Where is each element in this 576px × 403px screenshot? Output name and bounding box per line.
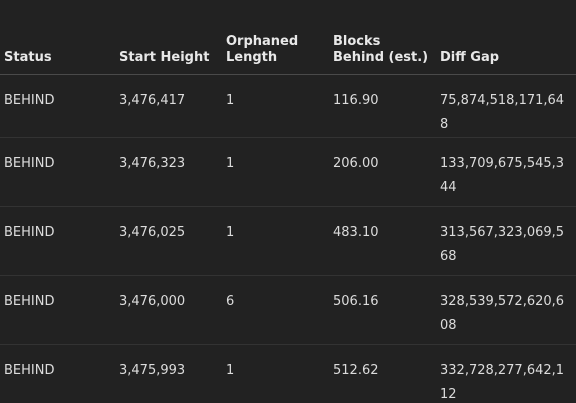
diff-gap-cell: 328,539,572,620,608 [436,275,576,345]
diff-gap-cell: 133,709,675,545,344 [436,137,576,207]
column-header-orphaned-length: Orphaned Length [222,0,329,75]
orphaned-length-cell: 1 [222,74,329,138]
start-height-cell: 3,476,417 [115,74,222,138]
blocks-behind-cell: 512.62 [333,362,379,378]
status-cell: BEHIND [0,137,115,207]
start-height-cell: 3,476,000 [115,275,222,345]
header-row: Status Start Height Orphaned Length Bloc… [0,0,576,75]
status-cell: BEHIND [0,74,115,138]
orphaned-length-cell: 1 [222,137,329,207]
blocks-behind-cell: 506.16 [329,275,436,345]
diff-gap-cell: 332,728,277,642,112 [440,362,565,402]
blocks-behind-cell: 206.00 [329,137,436,207]
table-row: BEHIND 3,476,417 1 116.90 75,874,518,171… [0,74,576,138]
table-header: Status Start Height Orphaned Length Bloc… [0,0,576,75]
table-row: BEHIND 3,476,323 1 206.00 133,709,675,54… [0,137,576,207]
column-header-diff-gap: Diff Gap [436,0,576,75]
start-height-cell: 3,476,025 [115,206,222,276]
blocks-behind-cell: 116.90 [329,74,436,138]
table-row: BEHIND 3,476,000 6 506.16 328,539,572,62… [0,275,576,345]
orphaned-length-cell: 1 [222,206,329,276]
column-header-start-height: Start Height [115,0,222,75]
status-cell: BEHIND [0,206,115,276]
table-row: BEHIND 3,475,993 1 512.62 332,728,277,64… [0,344,576,403]
blocks-behind-cell: 483.10 [329,206,436,276]
diff-gap-cell: 75,874,518,171,648 [436,74,576,138]
orphaned-length-cell: 1 [226,362,235,378]
diff-gap-cell: 313,567,323,069,568 [436,206,576,276]
status-cell: BEHIND [0,275,115,345]
table-body: BEHIND 3,476,417 1 116.90 75,874,518,171… [0,74,576,403]
column-header-blocks-behind: Blocks Behind (est.) [329,0,436,75]
table-row: BEHIND 3,476,025 1 483.10 313,567,323,06… [0,206,576,276]
status-cell: BEHIND [4,362,55,378]
column-header-status: Status [0,0,115,75]
orphaned-length-cell: 6 [222,275,329,345]
start-height-cell: 3,476,323 [115,137,222,207]
start-height-cell: 3,475,993 [119,362,186,378]
